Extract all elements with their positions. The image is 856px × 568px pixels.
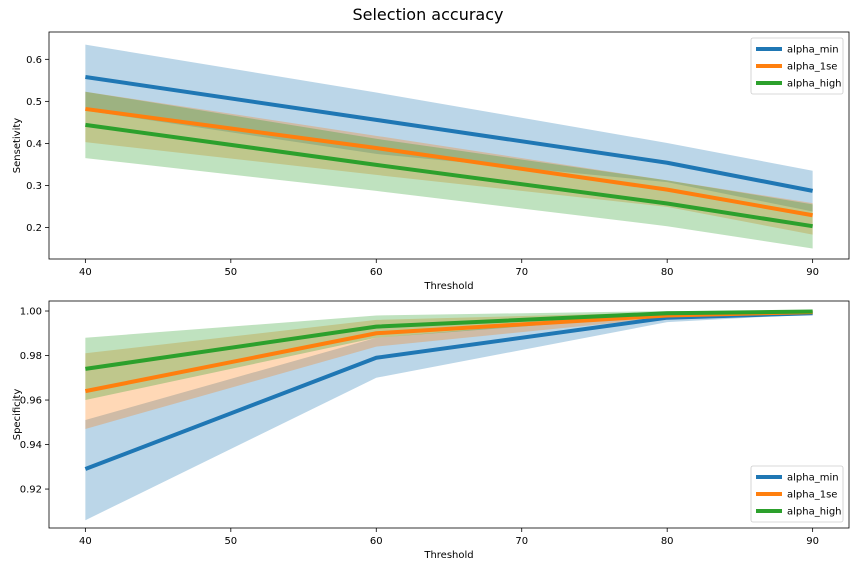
sens-x-tick-label: 60 (370, 267, 383, 278)
spec-legend: alpha_min alpha_1se alpha_high (751, 466, 843, 522)
sens-x-tick-label: 40 (79, 267, 92, 278)
sens-x-axis-label: Threshold (423, 281, 473, 292)
spec-x-tick-label: 90 (806, 536, 819, 547)
spec-y-tick-label: 0.96 (20, 396, 42, 407)
spec-y-tick-label: 1.00 (20, 307, 42, 318)
sens-legend-label-alpha-1se: alpha_1se (787, 62, 837, 73)
spec-legend-label-alpha-1se: alpha_1se (787, 490, 837, 501)
spec-y-tick-label: 0.98 (20, 351, 42, 362)
spec-y-tick-label: 0.92 (20, 485, 42, 496)
sens-y-tick-label: 0.6 (26, 55, 42, 66)
sens-y-axis-label: Sensetivity (12, 118, 23, 174)
sens-y-tick-label: 0.4 (26, 139, 42, 150)
sens-x-tick-label: 50 (224, 267, 237, 278)
sens-y-tick-label: 0.5 (26, 97, 42, 108)
spec-legend-label-alpha-high: alpha_high (787, 507, 842, 518)
spec-y-tick-label: 0.94 (20, 440, 42, 451)
sens-legend-label-alpha-high: alpha_high (787, 79, 842, 90)
sens-x-tick-label: 70 (515, 267, 528, 278)
sens-y-tick-label: 0.2 (26, 223, 42, 234)
spec-y-axis-label: Specificity (12, 389, 23, 441)
sens-x-tick-label: 80 (661, 267, 674, 278)
sens-legend-label-alpha-min: alpha_min (787, 45, 839, 56)
spec-x-axis-label: Threshold (423, 550, 473, 561)
sens-x-tick-label: 90 (806, 267, 819, 278)
spec-x-tick-label: 40 (79, 536, 92, 547)
sens-legend: alpha_min alpha_1se alpha_high (751, 38, 843, 94)
spec-x-tick-label: 60 (370, 536, 383, 547)
spec-x-tick-label: 70 (515, 536, 528, 547)
figure-title: Selection accuracy (352, 5, 503, 24)
spec-x-tick-label: 50 (224, 536, 237, 547)
spec-legend-label-alpha-min: alpha_min (787, 473, 839, 484)
spec-x-tick-label: 80 (661, 536, 674, 547)
sens-y-tick-label: 0.3 (26, 181, 42, 192)
